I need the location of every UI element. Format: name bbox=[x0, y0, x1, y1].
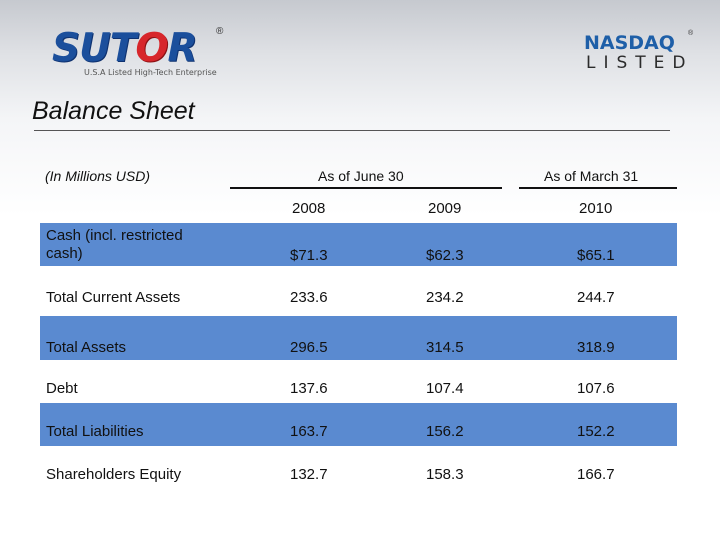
nasdaq-wordmark: NASDAQ bbox=[584, 32, 675, 54]
table-cell: $65.1 bbox=[577, 247, 615, 264]
company-logo: SUTOR ® U.S.A Listed High-Tech Enterpris… bbox=[46, 24, 236, 82]
table-cell: 163.7 bbox=[290, 423, 328, 440]
table-cell: 166.7 bbox=[577, 466, 615, 483]
table-cell: 107.6 bbox=[577, 380, 615, 397]
table-cell: 314.5 bbox=[426, 339, 464, 356]
units-label: (In Millions USD) bbox=[45, 168, 151, 184]
table-row-shareholders-equity: Shareholders Equity 132.7 158.3 166.7 bbox=[40, 446, 677, 489]
table-row-total-current-assets: Total Current Assets 233.6 234.2 244.7 bbox=[40, 266, 677, 309]
year-header-2008: 2008 bbox=[292, 200, 326, 217]
table-cell: 244.7 bbox=[577, 289, 615, 306]
row-label: Debt bbox=[46, 380, 78, 397]
row-label: Total Assets bbox=[46, 339, 127, 356]
column-group-june-rule bbox=[230, 187, 502, 189]
table-row-cash: Cash (incl. restricted cash) $71.3 $62.3… bbox=[40, 223, 677, 266]
column-group-march-rule bbox=[519, 187, 677, 189]
title-divider bbox=[34, 130, 670, 131]
row-label: Cash (incl. restricted cash) bbox=[46, 227, 183, 262]
registered-mark: ® bbox=[216, 26, 224, 37]
column-group-march: As of March 31 bbox=[544, 168, 639, 184]
table-cell: $62.3 bbox=[426, 247, 464, 264]
year-header-2010: 2010 bbox=[579, 200, 613, 217]
table-cell: 107.4 bbox=[426, 380, 464, 397]
company-logo-wordmark: SUTOR bbox=[52, 26, 198, 71]
year-header-2009: 2009 bbox=[428, 200, 462, 217]
table-cell: 233.6 bbox=[290, 289, 328, 306]
table-cell: 296.5 bbox=[290, 339, 328, 356]
table-cell: 156.2 bbox=[426, 423, 464, 440]
nasdaq-listed-logo: NASDAQ ® LISTED bbox=[584, 30, 704, 76]
table-cell: 137.6 bbox=[290, 380, 328, 397]
row-label: Shareholders Equity bbox=[46, 466, 182, 483]
table-cell: 152.2 bbox=[577, 423, 615, 440]
table-cell: 132.7 bbox=[290, 466, 328, 483]
nasdaq-registered-mark: ® bbox=[688, 30, 694, 37]
table-row-total-assets: Total Assets 296.5 314.5 318.9 bbox=[40, 316, 677, 360]
table-row-debt: Debt 137.6 107.4 107.6 bbox=[40, 360, 677, 403]
table-cell: 318.9 bbox=[577, 339, 615, 356]
row-label: Total Current Assets bbox=[46, 289, 181, 306]
row-label: Total Liabilities bbox=[46, 423, 144, 440]
column-group-june: As of June 30 bbox=[318, 168, 404, 184]
nasdaq-listed-text: LISTED bbox=[586, 53, 694, 73]
company-tagline: U.S.A Listed High-Tech Enterprise bbox=[84, 68, 217, 77]
page-title: Balance Sheet bbox=[32, 97, 195, 125]
table-cell: 158.3 bbox=[426, 466, 464, 483]
table-cell: $71.3 bbox=[290, 247, 328, 264]
table-row-total-liabilities: Total Liabilities 163.7 156.2 152.2 bbox=[40, 403, 677, 446]
table-cell: 234.2 bbox=[426, 289, 464, 306]
